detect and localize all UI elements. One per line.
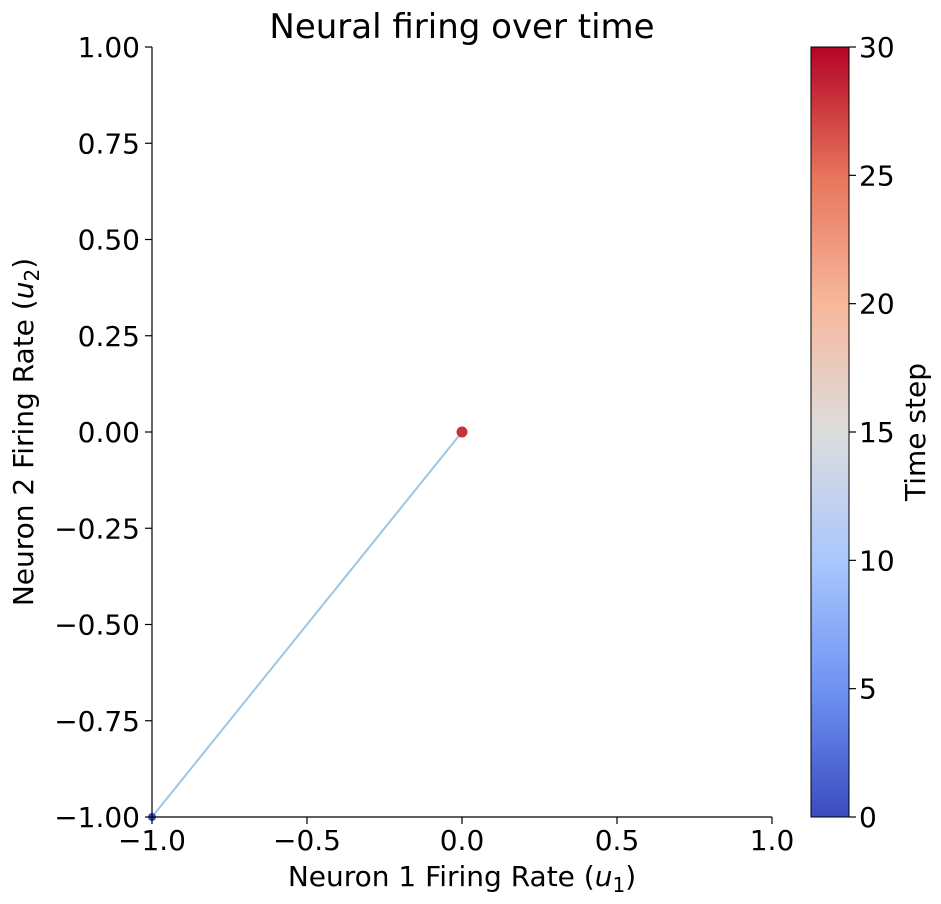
x-axis-label: Neuron 1 Firing Rate (u1)	[288, 860, 636, 897]
trajectory-line-0	[151, 431, 463, 818]
x-tick-label: 0.5	[595, 824, 640, 857]
y-tick-label: −0.50	[54, 609, 140, 642]
y-tick-label: 0.50	[78, 224, 140, 257]
colorbar-tick-label: 10	[859, 544, 895, 577]
end-point	[456, 426, 468, 438]
colorbar-tick-label: 25	[859, 159, 895, 192]
colorbar-gradient	[810, 46, 850, 818]
y-axis-label: Neuron 2 Firing Rate (u2)	[7, 258, 44, 606]
x-tick-label: 1.0	[750, 824, 795, 857]
y-tick-label: 0.75	[78, 127, 140, 160]
colorbar-tick-label: 0	[859, 801, 877, 834]
x-tick-label: −1.0	[118, 824, 186, 857]
colorbar-ticks: 0 5 10 15 20 25 30	[849, 31, 895, 834]
y-tick-label: 0.25	[78, 320, 140, 353]
x-tick-label: 0.0	[440, 824, 485, 857]
x-axis-ticks: −1.0 −0.5 0.0 0.5 1.0	[118, 817, 794, 857]
colorbar-tick-label: 30	[859, 31, 895, 64]
y-tick-label: 1.00	[78, 31, 140, 64]
y-tick-label: 0.00	[78, 416, 140, 449]
x-tick-label: −0.5	[273, 824, 341, 857]
colorbar-tick-label: 5	[859, 673, 877, 706]
y-tick-label: −0.75	[54, 705, 140, 738]
colorbar-label: Time step	[899, 363, 932, 502]
y-tick-label: −1.00	[54, 801, 140, 834]
y-axis-ticks: −1.00 −0.75 −0.50 −0.25 0.00 0.25 0.50 0.75 1.00	[54, 31, 152, 834]
colorbar-tick-label: 15	[859, 416, 895, 449]
chart-title: Neural firing over time	[269, 7, 654, 47]
colorbar-tick-label: 20	[859, 288, 895, 321]
colorbar: 0 5 10 15 20 25 30 Time step	[810, 31, 932, 834]
y-tick-label: −0.25	[54, 512, 140, 545]
plot-area	[148, 426, 468, 821]
